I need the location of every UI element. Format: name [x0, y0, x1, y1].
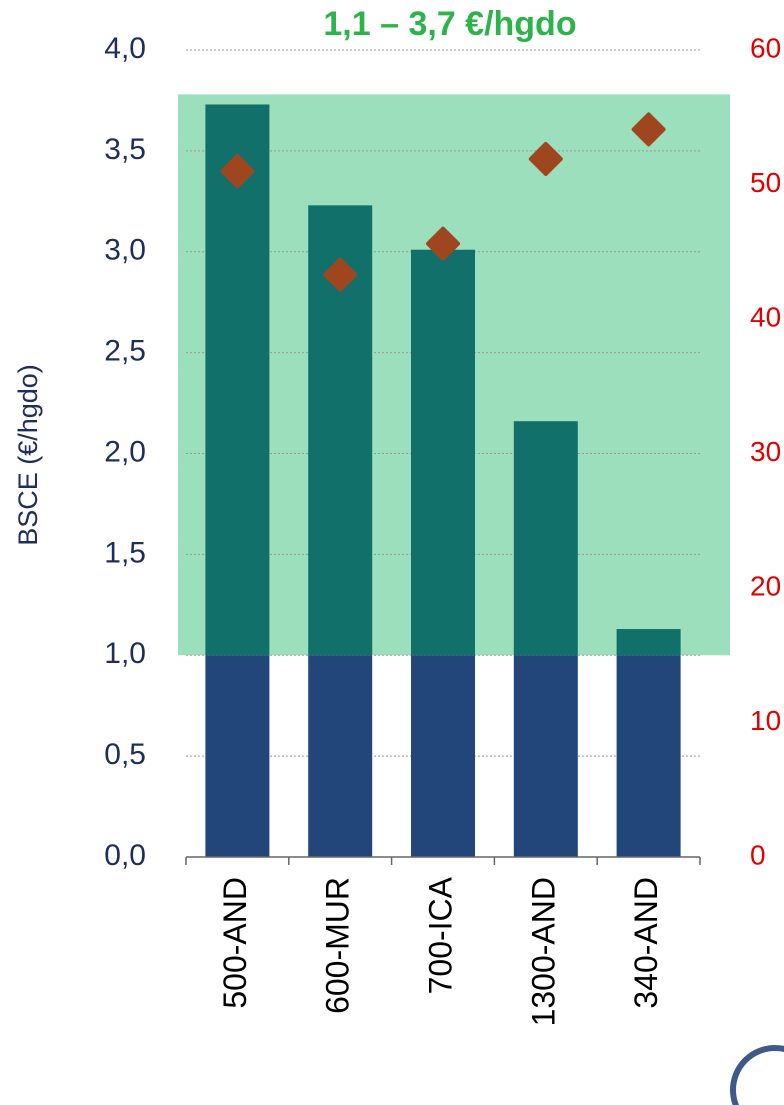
bar: [616, 655, 681, 857]
y2-tick-label: 20: [750, 570, 781, 601]
marker: [220, 154, 255, 189]
bar: [205, 655, 270, 857]
y-tick-label: 3,5: [104, 133, 146, 166]
chart-title: 1,1 – 3,7 €/hgdo: [323, 5, 576, 43]
x-tick-label: 340-AND: [628, 877, 664, 1009]
y-tick-label: 2,5: [104, 335, 146, 368]
bar: [411, 655, 475, 857]
y-axis-label: BSCE (€/hgdo): [13, 364, 43, 546]
x-tick-label: 1300-AND: [525, 877, 561, 1026]
y2-tick-label: 50: [750, 167, 781, 198]
y-tick-label: 2,0: [104, 435, 146, 468]
y2-tick-label: 0: [750, 839, 766, 870]
bar: [513, 421, 578, 656]
bar: [513, 655, 578, 857]
y-tick-label: 0,0: [104, 839, 146, 872]
y-tick-label: 4,0: [104, 32, 146, 65]
bar: [411, 249, 475, 656]
logo: [730, 1045, 784, 1105]
bar: [616, 629, 681, 656]
y-tick-label: 3,0: [104, 234, 146, 267]
bar: [308, 655, 373, 857]
x-tick-label: 700-ICA: [422, 876, 458, 994]
marker: [426, 226, 460, 261]
y-tick-label: 0,5: [104, 738, 146, 771]
y2-tick-label: 30: [750, 436, 781, 467]
marker: [323, 257, 358, 292]
y-tick-label: 1,0: [104, 637, 146, 670]
bar: [205, 104, 270, 656]
x-tick-label: 500-AND: [217, 877, 253, 1009]
marker: [631, 112, 666, 147]
x-tick-label: 600-MUR: [320, 877, 356, 1014]
y2-tick-label: 40: [750, 301, 781, 332]
marker: [528, 141, 563, 176]
y2-tick-label: 10: [750, 705, 781, 736]
y2-tick-label: 60: [750, 32, 781, 63]
y-tick-label: 1,5: [104, 536, 146, 569]
